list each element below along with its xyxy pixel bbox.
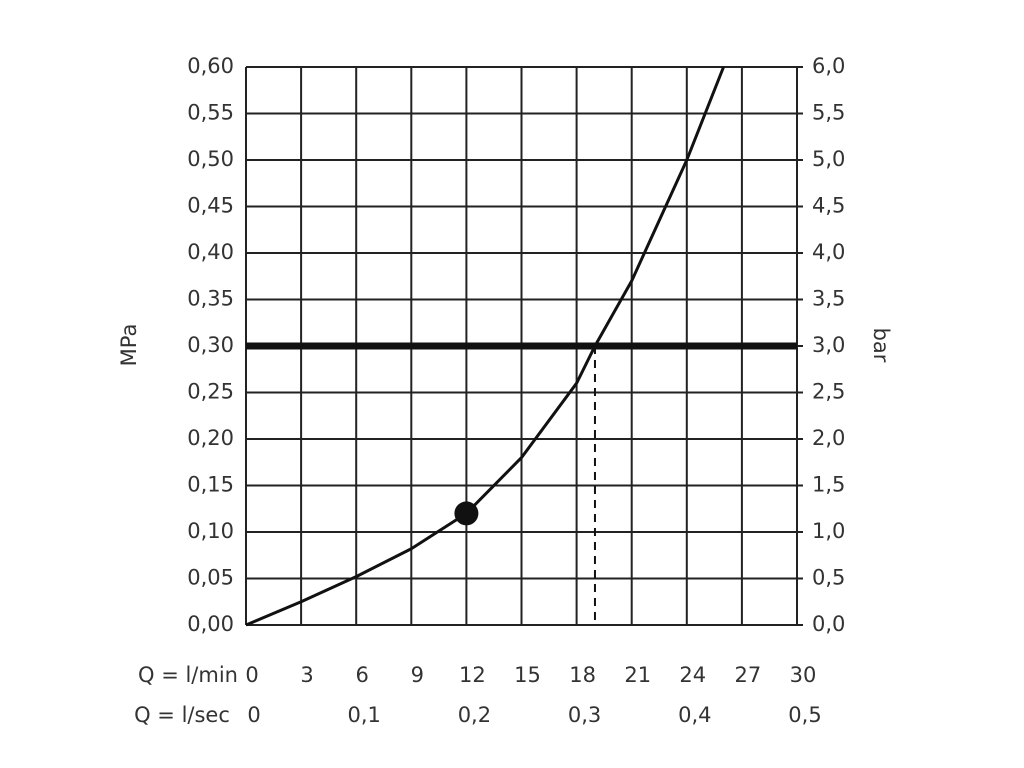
- y-tick-label: 0,25: [187, 380, 234, 404]
- x-tick-label: 18: [569, 663, 596, 687]
- y-tick-label: 0,20: [187, 426, 234, 450]
- y2-tick-label: 3,0: [812, 333, 845, 357]
- x-tick-label: 24: [679, 663, 706, 687]
- x-tick-label: 3: [300, 663, 313, 687]
- y2-tick-label: 0,5: [812, 566, 845, 590]
- y2-tick-label: 1,5: [812, 473, 845, 497]
- y-tick-label: 0,30: [187, 333, 234, 357]
- y2-tick-label: 5,0: [812, 147, 845, 171]
- y2-tick-label: 2,5: [812, 380, 845, 404]
- x2-tick-label: 0,2: [458, 703, 491, 727]
- y-tick-label: 0,60: [187, 54, 234, 78]
- y2-tick-label: 4,5: [812, 194, 845, 218]
- x2-tick-label: 0: [247, 703, 260, 727]
- marker: [454, 501, 479, 526]
- x-tick-label: 21: [624, 663, 651, 687]
- x-tick-label: 0: [245, 663, 258, 687]
- y-tick-label: 0,10: [187, 519, 234, 543]
- x2-tick-label: 0,1: [347, 703, 380, 727]
- x-tick-label: 15: [514, 663, 541, 687]
- x-tick-label: 30: [790, 663, 817, 687]
- x-tick-label: 27: [735, 663, 762, 687]
- y2-axis-label: bar: [869, 328, 893, 363]
- y2-tick-label: 3,5: [812, 287, 845, 311]
- y2-tick-label: 2,0: [812, 426, 845, 450]
- x-tick-label: 6: [356, 663, 369, 687]
- y2-tick-label: 6,0: [812, 54, 845, 78]
- x2-tick-label: 0,5: [788, 703, 821, 727]
- y-axis-label: MPa: [117, 324, 141, 367]
- x-tick-label: 12: [459, 663, 486, 687]
- y-tick-label: 0,50: [187, 147, 234, 171]
- y-tick-label: 0,15: [187, 473, 234, 497]
- y2-tick-label: 1,0: [812, 519, 845, 543]
- y2-tick-label: 5,5: [812, 101, 845, 125]
- x-axis-label: Q = l/min: [138, 663, 238, 687]
- x2-axis-label: Q = l/sec: [134, 703, 230, 727]
- y-tick-label: 0,55: [187, 101, 234, 125]
- curve: [245, 66, 725, 627]
- y2-tick-label: 0,0: [812, 612, 845, 636]
- y-tick-label: 0,00: [187, 612, 234, 636]
- y-tick-label: 0,40: [187, 240, 234, 264]
- y2-tick-label: 4,0: [812, 240, 845, 264]
- y-tick-label: 0,35: [187, 287, 234, 311]
- y-tick-label: 0,45: [187, 194, 234, 218]
- x-tick-label: 9: [411, 663, 424, 687]
- x2-tick-label: 0,3: [568, 703, 601, 727]
- x2-tick-label: 0,4: [678, 703, 711, 727]
- y-tick-label: 0,05: [187, 566, 234, 590]
